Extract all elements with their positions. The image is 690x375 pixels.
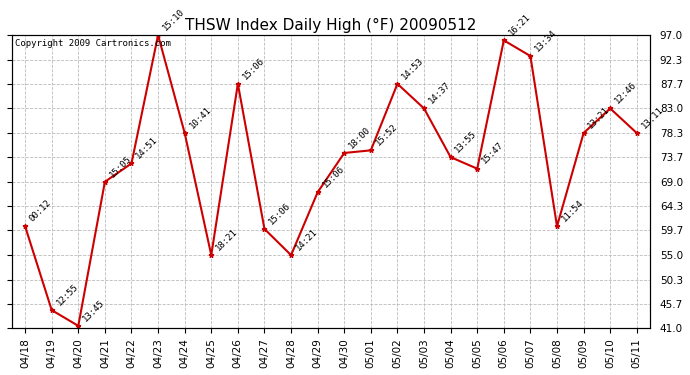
Point xyxy=(126,160,137,166)
Text: 15:47: 15:47 xyxy=(480,141,505,166)
Text: 13:11: 13:11 xyxy=(640,105,665,130)
Point xyxy=(631,130,642,136)
Point xyxy=(472,166,483,172)
Point xyxy=(392,81,403,87)
Text: 18:21: 18:21 xyxy=(214,227,239,252)
Text: 12:46: 12:46 xyxy=(613,80,638,106)
Text: 15:10: 15:10 xyxy=(161,7,186,32)
Text: 18:00: 18:00 xyxy=(347,125,373,150)
Text: 14:51: 14:51 xyxy=(135,135,159,160)
Point xyxy=(72,323,83,329)
Point xyxy=(179,130,190,136)
Point xyxy=(551,223,562,229)
Text: 15:05: 15:05 xyxy=(108,154,133,179)
Text: 10:41: 10:41 xyxy=(188,105,213,130)
Point xyxy=(525,53,536,59)
Point xyxy=(498,38,509,44)
Point xyxy=(46,307,57,313)
Text: 13:21: 13:21 xyxy=(586,105,612,130)
Point xyxy=(286,252,297,258)
Text: 15:52: 15:52 xyxy=(373,122,399,148)
Point xyxy=(365,147,376,153)
Text: 13:55: 13:55 xyxy=(453,129,479,154)
Text: 16:21: 16:21 xyxy=(506,12,532,38)
Text: 14:53: 14:53 xyxy=(400,56,426,81)
Point xyxy=(19,223,30,229)
Point xyxy=(578,130,589,136)
Text: 14:21: 14:21 xyxy=(294,227,319,252)
Text: 15:06: 15:06 xyxy=(320,164,346,189)
Text: Copyright 2009 Cartronics.com: Copyright 2009 Cartronics.com xyxy=(15,39,171,48)
Point xyxy=(312,189,323,195)
Text: 11:54: 11:54 xyxy=(560,198,585,223)
Text: 13:34: 13:34 xyxy=(533,28,558,53)
Point xyxy=(206,252,217,258)
Point xyxy=(259,226,270,232)
Point xyxy=(419,105,430,111)
Text: 15:06: 15:06 xyxy=(241,56,266,81)
Text: 15:06: 15:06 xyxy=(267,201,293,226)
Point xyxy=(152,32,164,38)
Point xyxy=(233,81,244,87)
Title: THSW Index Daily High (°F) 20090512: THSW Index Daily High (°F) 20090512 xyxy=(185,18,477,33)
Text: 13:45: 13:45 xyxy=(81,298,106,323)
Point xyxy=(339,150,350,156)
Point xyxy=(604,105,615,111)
Point xyxy=(99,179,110,185)
Text: 12:55: 12:55 xyxy=(55,282,80,308)
Text: 00:12: 00:12 xyxy=(28,198,53,223)
Point xyxy=(445,154,456,160)
Text: 14:37: 14:37 xyxy=(427,80,452,106)
